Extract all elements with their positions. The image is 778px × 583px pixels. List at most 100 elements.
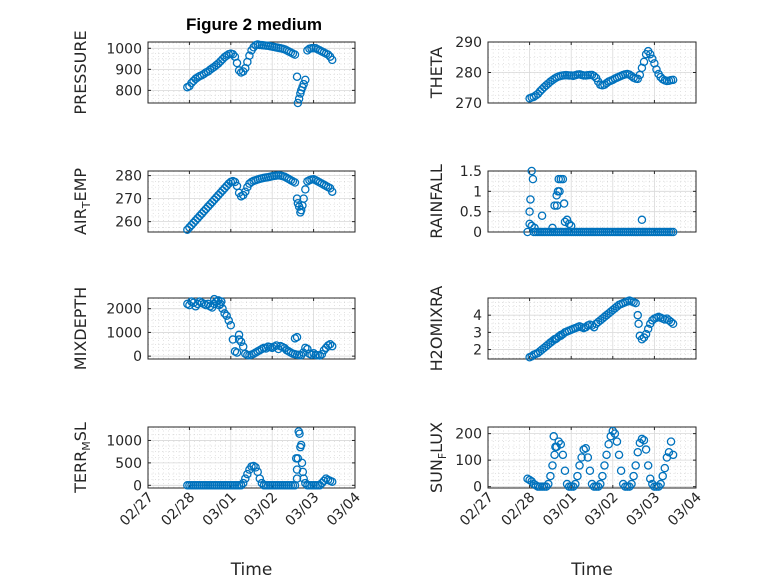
subplot-theta: 270 280 290 THETA [427,35,697,112]
data-point [604,439,613,449]
data-point [185,223,194,232]
data-point [631,298,640,308]
data-point [525,207,534,216]
y-tick-label: 3 [473,325,482,341]
axes-frame [147,170,356,233]
data-point [319,476,329,486]
data-point [526,195,535,204]
data-point [292,72,302,81]
y-tick-label: 2000 [106,302,142,318]
data-point [523,227,532,237]
data-point [245,51,254,60]
data-point [193,73,202,82]
x-tick-label: 03/04 [665,489,705,529]
x-tick-label: 03/02 [241,490,281,530]
y-axis-label: SUNFLUX [427,422,449,493]
data-point [668,75,678,85]
data-point [199,69,209,79]
y-tick-label: 270 [115,192,142,208]
data-point [226,321,236,330]
data-point [327,341,337,351]
data-point [549,432,558,441]
data-point [575,461,584,470]
data-point [643,324,653,334]
data-point [598,471,607,481]
data-point [290,50,300,59]
x-tick-label: 02/27 [117,490,157,530]
y-tick-label: 270 [455,96,482,112]
y-tick-label: 0 [133,478,142,494]
data-point [220,184,229,193]
data-point [228,49,238,59]
data-point [612,437,622,446]
data-point [556,331,566,341]
data-point [293,98,303,108]
data-point [593,482,603,491]
data-point [608,426,618,436]
y-tick-label: 800 [115,83,142,99]
data-point [637,334,647,344]
data-point [551,442,560,452]
data-point [232,58,242,68]
y-tick-label: 2 [473,343,482,359]
data-point [550,450,559,460]
x-tick-label: 03/01 [200,490,240,530]
data-point [583,453,593,462]
data-point [641,329,651,339]
series-rainfall [523,166,678,237]
data-point [236,481,246,490]
data-point [214,190,223,200]
data-point [201,204,211,214]
data-point [548,461,557,470]
data-point [249,461,258,471]
x-tick-label: 02/28 [499,490,539,530]
data-point [232,348,242,357]
data-point [294,94,304,104]
y-axis-label: PRESSURE [71,30,90,114]
data-point [562,215,572,225]
data-point [541,482,551,491]
data-point [587,321,597,330]
data-point [579,445,588,454]
data-point [641,445,651,454]
axes-frame [147,426,356,489]
data-point [668,227,678,237]
data-point [571,479,580,489]
data-point [654,482,663,491]
subplot-air-temp: 260 270 280 AIRTEMP [71,168,356,235]
data-point [187,220,196,230]
data-point [292,474,302,483]
data-point [614,450,624,460]
data-point [577,453,586,462]
data-point [243,469,252,479]
data-point [645,474,655,483]
data-point [560,217,570,227]
data-point [566,221,576,231]
figure-title: Figure 2 medium [186,15,322,34]
data-point [323,50,333,59]
data-point [639,57,649,67]
data-point [531,481,541,490]
data-point [291,454,301,463]
data-point [537,211,547,220]
data-point [523,474,532,483]
x-axis-label: Time [230,560,273,580]
axes-frame [147,297,356,360]
data-point [558,174,568,184]
data-point [212,193,221,202]
data-point [639,436,649,445]
data-point [205,200,215,209]
subplot-mixdepth: 0 1000 2000 MIXDEPTH [71,287,356,370]
x-tick-label: 03/03 [283,490,323,530]
data-point [189,218,198,228]
data-point [299,79,308,89]
x-tick-label: 03/01 [540,490,580,530]
data-point [666,437,676,446]
subplot-rainfall: 0 0.5 1 1.5 RAINFALL [427,164,697,241]
x-tick-label: 03/03 [623,490,663,530]
data-point [261,344,271,353]
data-point [327,55,337,65]
data-point [295,429,304,438]
data-point [224,316,233,325]
data-point [197,209,207,218]
